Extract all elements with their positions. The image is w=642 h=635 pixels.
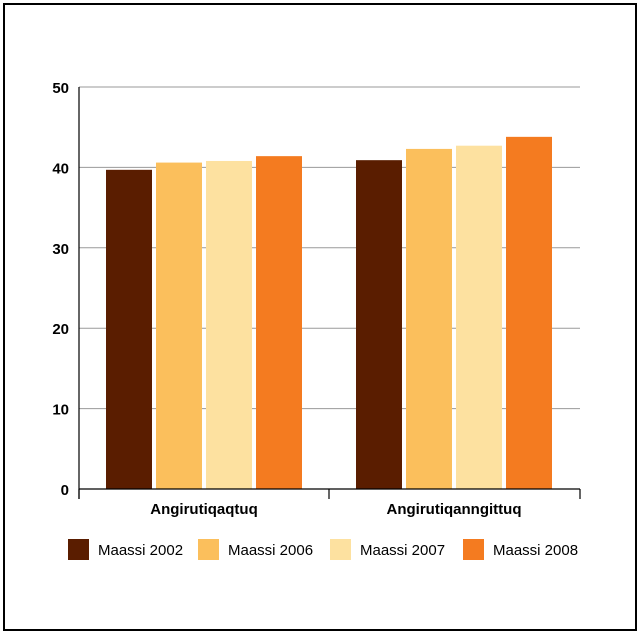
bar-1-series-3: [206, 160, 252, 489]
legend-label: Maassi 2002: [98, 542, 183, 559]
legend-item: Maassi 2002: [68, 539, 183, 560]
legend-item: Maassi 2007: [330, 539, 445, 560]
legend-swatch: [198, 539, 219, 560]
bar-2-series-4: [506, 136, 552, 489]
legend-swatch: [68, 539, 89, 560]
bars: [106, 136, 552, 490]
legend-item: Maassi 2006: [198, 539, 313, 560]
legend-label: Maassi 2007: [360, 542, 445, 559]
bar-2-series-3: [456, 145, 502, 489]
y-tick-label: 10: [52, 402, 69, 419]
bar-2-series-1: [356, 160, 402, 489]
x-category-label: Angirutiqaqtuq: [150, 501, 257, 518]
legend-label: Maassi 2008: [493, 542, 578, 559]
y-tick-label: 20: [52, 321, 69, 338]
bar-1-series-2: [156, 162, 202, 490]
legend: Maassi 2002 Maassi 2006 Maassi 2007 Maassi …: [68, 539, 578, 560]
legend-swatch: [330, 539, 351, 560]
axes: [78, 87, 581, 499]
bar-2-series-2: [406, 148, 452, 489]
bar-1-series-4: [256, 156, 302, 490]
legend-label: Maassi 2006: [228, 542, 313, 559]
gridlines: [79, 86, 580, 410]
x-axis-categories: Angirutiqaqtuq Angirutiqanngittuq: [150, 501, 521, 518]
legend-swatch: [463, 539, 484, 560]
x-category-label: Angirutiqanngittuq: [387, 501, 522, 518]
y-tick-label: 50: [52, 80, 69, 97]
y-tick-label: 0: [61, 482, 69, 499]
y-tick-label: 30: [52, 241, 69, 258]
y-tick-label: 40: [52, 160, 69, 177]
legend-item: Maassi 2008: [463, 539, 578, 560]
bar-1-series-1: [106, 169, 152, 489]
y-axis-ticks: 0 10 20 30 40 50: [52, 80, 69, 499]
